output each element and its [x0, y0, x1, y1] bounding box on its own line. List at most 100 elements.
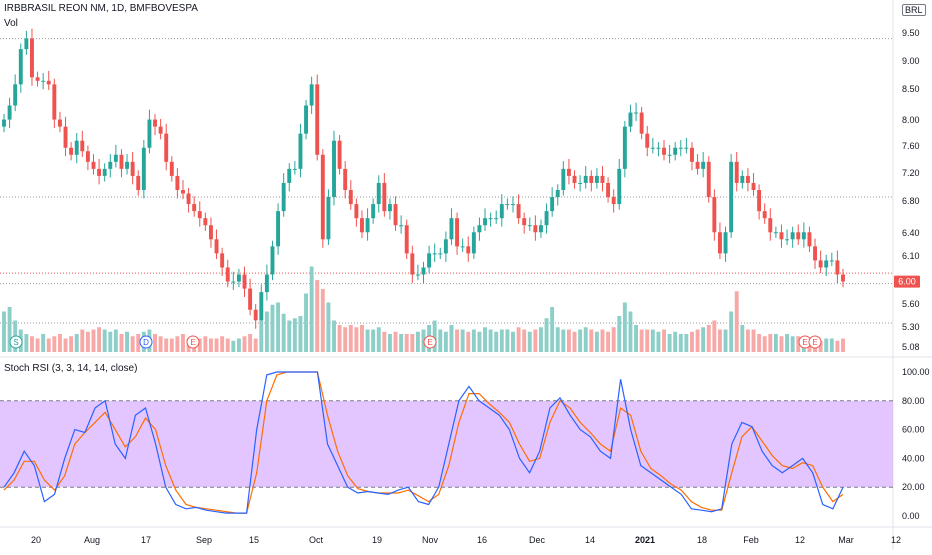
candle-body [220, 253, 225, 268]
volume-bar [264, 311, 269, 352]
event-marker-circle [423, 335, 437, 349]
price-tick-label: 5.08 [902, 342, 920, 352]
candle-body [471, 232, 476, 254]
volume-bar [382, 331, 387, 352]
rsi-tick-label: 20.00 [902, 482, 925, 492]
volume-bar [354, 327, 359, 352]
candle-body [550, 197, 555, 212]
volume-bar [550, 307, 555, 352]
candle-body [449, 218, 454, 240]
volume-bar [69, 336, 74, 352]
currency-badge[interactable]: BRL [902, 4, 926, 16]
event-marker-circle [808, 335, 822, 349]
volume-bar [365, 329, 370, 352]
volume-bar [281, 313, 286, 352]
volume-bar [108, 331, 113, 352]
candle-body [829, 260, 834, 262]
candle-body [835, 260, 840, 275]
volume-bar [600, 329, 605, 352]
candle-body [717, 232, 722, 254]
candle-body [673, 147, 678, 155]
candle-body [773, 232, 778, 234]
candle-body [382, 182, 387, 212]
volume-bar [309, 266, 314, 352]
volume-bar [712, 320, 717, 352]
time-tick-label: Feb [743, 535, 759, 545]
candle-body [712, 197, 717, 233]
volume-bar [835, 340, 840, 352]
candle-body [645, 133, 650, 148]
volume-bar [634, 325, 639, 352]
candle-body [589, 175, 594, 183]
candle-body [824, 260, 829, 268]
volume-bar [7, 307, 12, 352]
candle-body [841, 274, 845, 282]
volume-bar [259, 320, 264, 352]
candle-body [225, 267, 230, 282]
volume-bar [113, 329, 118, 352]
volume-bar [298, 316, 303, 352]
time-tick-label: Aug [84, 535, 100, 545]
volume-bar [785, 334, 790, 352]
volume-bar [751, 329, 756, 352]
volume-bar [2, 311, 6, 352]
stoch-rsi-title: Stoch RSI (3, 3, 14, 14, close) [4, 363, 138, 374]
time-tick-label: 18 [697, 535, 707, 545]
volume-bar [91, 329, 96, 352]
volume-bar [734, 291, 739, 352]
candle-body [102, 168, 107, 176]
volume-bar [572, 331, 577, 352]
candle-body [488, 218, 493, 220]
candle-body [253, 309, 258, 321]
candle-body [690, 147, 694, 162]
stoch-d-line [3, 371, 844, 514]
candle-body [376, 182, 381, 205]
candle-body [69, 147, 74, 155]
candle-body [466, 246, 471, 254]
volume-bar [460, 329, 465, 352]
volume-bar [566, 329, 571, 352]
volume-bar [499, 329, 504, 352]
volume-bar [477, 331, 482, 352]
candle-body [348, 190, 353, 205]
candle-body [287, 168, 292, 183]
volume-bar [617, 316, 622, 352]
candle-body [281, 182, 286, 212]
volume-bar [701, 327, 706, 352]
volume-bar [516, 327, 521, 352]
volume-bar [421, 329, 426, 352]
volume-bar [208, 338, 213, 352]
candle-body [169, 161, 174, 176]
volume-bar [35, 338, 40, 352]
candle-body [298, 133, 303, 169]
event-marker-circle [186, 335, 200, 349]
candle-body [259, 292, 264, 321]
volume-bar [225, 338, 230, 352]
volume-bar [667, 334, 672, 352]
volume-bar [594, 331, 599, 352]
candle-body [264, 274, 269, 293]
volume-bar [348, 325, 353, 352]
volume-bar [52, 336, 57, 352]
event-marker-label: E [802, 338, 807, 347]
candle-body [706, 161, 711, 198]
candle-body [365, 218, 370, 233]
volume-bar [130, 336, 135, 352]
candle-body [113, 154, 118, 162]
volume-bar [41, 334, 46, 352]
candle-body [292, 168, 297, 170]
candle-body [136, 175, 141, 190]
candle-body [315, 84, 320, 155]
candle-body [533, 225, 538, 233]
volume-bar [723, 329, 728, 352]
volume-bar [253, 338, 258, 352]
candle-body [153, 119, 157, 127]
volume-bar [393, 331, 398, 352]
candle-body [85, 151, 90, 162]
candle-body [483, 218, 487, 226]
volume-bar [818, 340, 823, 352]
volume-bar [650, 329, 655, 352]
volume-bar [181, 334, 185, 352]
